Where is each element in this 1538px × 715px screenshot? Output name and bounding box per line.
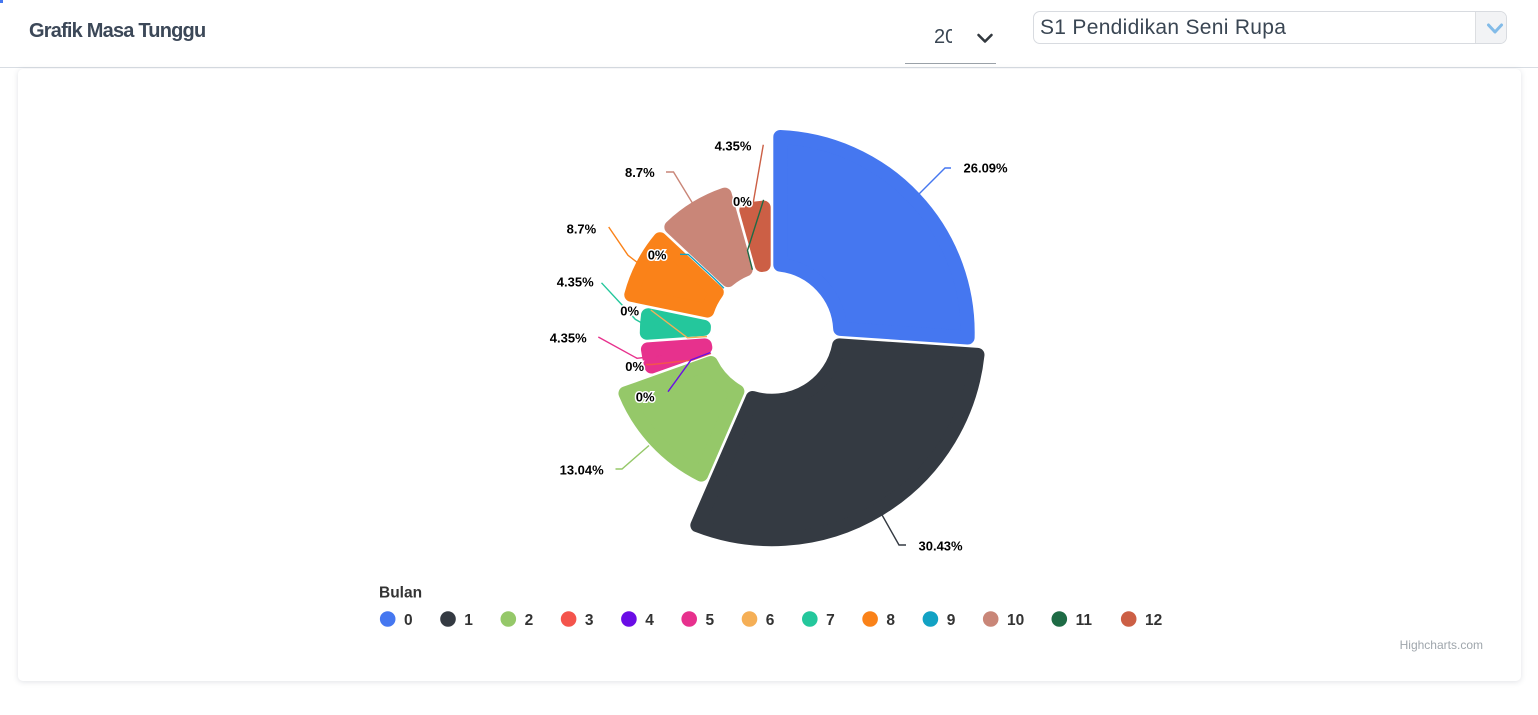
svg-text:0%: 0% (636, 390, 655, 405)
svg-text:8.7%: 8.7% (625, 165, 655, 180)
svg-text:0%: 0% (648, 248, 667, 263)
svg-text:0%: 0% (620, 304, 639, 319)
svg-text:1: 1 (464, 612, 473, 629)
svg-text:4.35%: 4.35% (715, 138, 752, 153)
svg-text:4.35%: 4.35% (557, 274, 594, 289)
svg-text:0: 0 (404, 612, 413, 629)
svg-text:30.43%: 30.43% (919, 538, 964, 553)
svg-text:8: 8 (886, 612, 895, 629)
svg-text:4: 4 (645, 612, 654, 629)
svg-text:3: 3 (585, 612, 594, 629)
svg-text:11: 11 (1076, 612, 1093, 629)
svg-text:0%: 0% (733, 194, 752, 209)
svg-text:12: 12 (1145, 612, 1162, 629)
svg-text:Bulan: Bulan (379, 585, 422, 602)
svg-text:13.04%: 13.04% (560, 463, 605, 478)
svg-text:4.35%: 4.35% (550, 331, 587, 346)
svg-text:9: 9 (947, 612, 956, 629)
svg-text:7: 7 (826, 612, 835, 629)
svg-text:Highcharts.com: Highcharts.com (1400, 638, 1483, 652)
svg-text:5: 5 (706, 612, 715, 629)
svg-text:2: 2 (525, 612, 534, 629)
svg-text:8.7%: 8.7% (567, 221, 597, 236)
svg-text:26.09%: 26.09% (964, 161, 1009, 176)
svg-text:10: 10 (1007, 612, 1024, 629)
svg-text:0%: 0% (625, 359, 644, 374)
svg-text:6: 6 (766, 612, 775, 629)
